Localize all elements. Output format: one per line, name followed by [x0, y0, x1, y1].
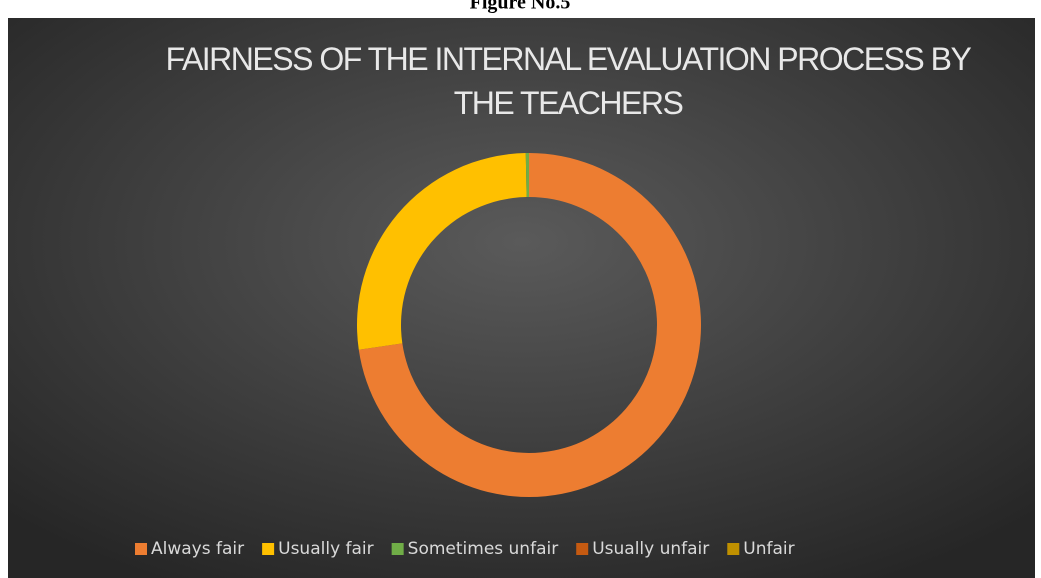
legend-swatch [391, 543, 404, 555]
donut-segment [525, 153, 529, 198]
legend-label: Always fair [151, 539, 244, 559]
chart-title: FAIRNESS OF THE INTERNAL EVALUATION PROC… [166, 41, 973, 121]
chart-title: FAIRNESS OF THE INTERNAL EVALUATION PROC… [166, 41, 972, 121]
legend-swatch [262, 543, 275, 555]
figure-caption: Figure No.5 [470, 0, 571, 14]
legend-label: Unfair [743, 539, 794, 559]
legend-label: Usually unfair [592, 539, 709, 559]
legend-label: Sometimes unfair [408, 539, 559, 559]
legend-swatch [576, 543, 589, 555]
legend-label: Usually fair [278, 539, 374, 559]
legend-swatch [135, 543, 147, 555]
donut-segment [357, 153, 527, 350]
legend-swatch [727, 543, 740, 555]
